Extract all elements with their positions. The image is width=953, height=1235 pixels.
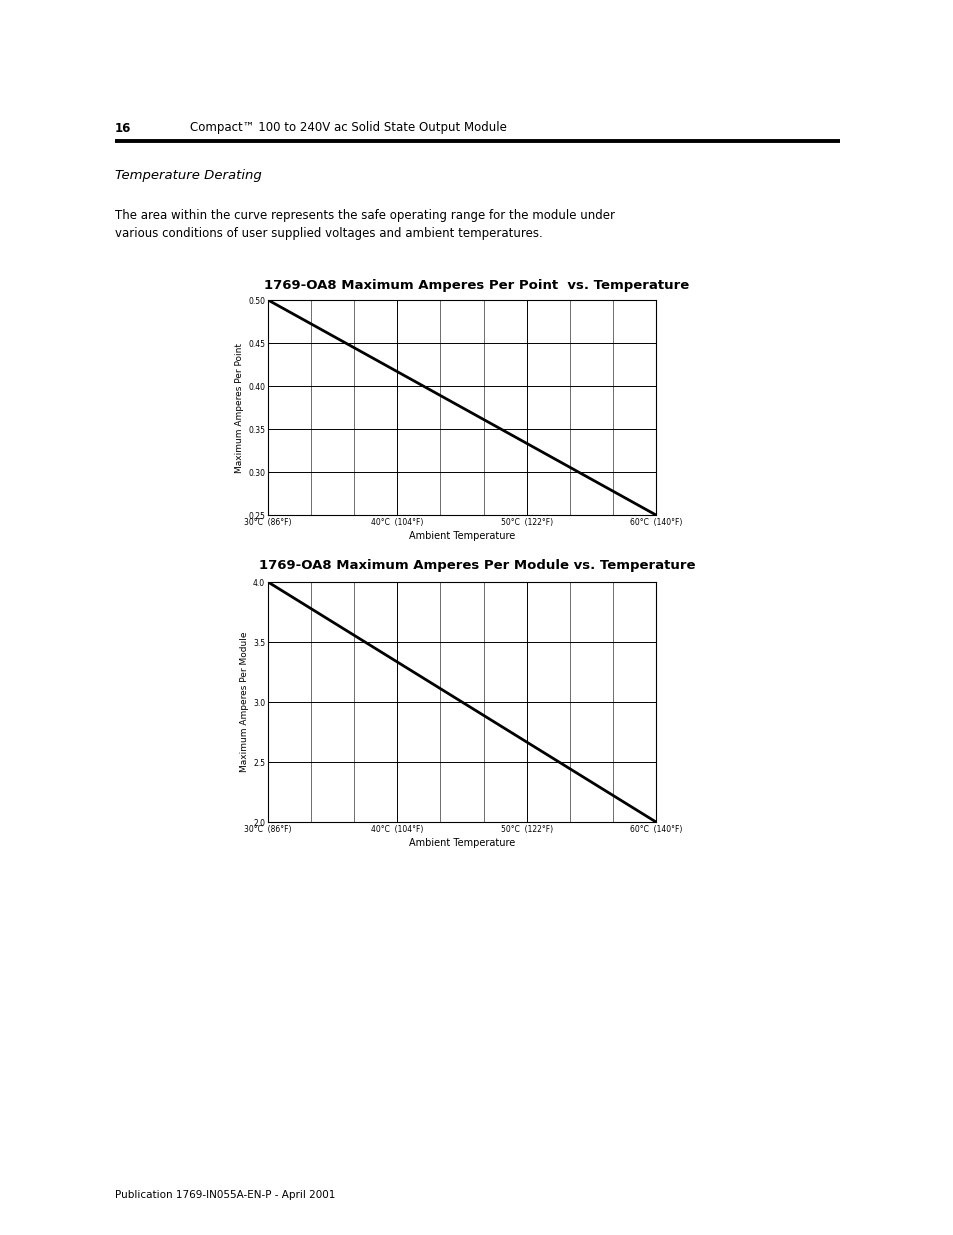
Text: various conditions of user supplied voltages and ambient temperatures.: various conditions of user supplied volt… bbox=[115, 227, 542, 241]
Text: Compact™ 100 to 240V ac Solid State Output Module: Compact™ 100 to 240V ac Solid State Outp… bbox=[190, 121, 506, 135]
Text: 1769-OA8 Maximum Amperes Per Point  vs. Temperature: 1769-OA8 Maximum Amperes Per Point vs. T… bbox=[264, 279, 689, 291]
Text: Publication 1769-IN055A-EN-P - April 2001: Publication 1769-IN055A-EN-P - April 200… bbox=[115, 1191, 335, 1200]
Text: 16: 16 bbox=[115, 121, 132, 135]
Y-axis label: Maximum Amperes Per Point: Maximum Amperes Per Point bbox=[234, 342, 244, 473]
Text: 1769-OA8 Maximum Amperes Per Module vs. Temperature: 1769-OA8 Maximum Amperes Per Module vs. … bbox=[258, 558, 695, 572]
Text: Temperature Derating: Temperature Derating bbox=[115, 168, 261, 182]
X-axis label: Ambient Temperature: Ambient Temperature bbox=[409, 837, 515, 848]
Text: The area within the curve represents the safe operating range for the module und: The area within the curve represents the… bbox=[115, 209, 615, 221]
X-axis label: Ambient Temperature: Ambient Temperature bbox=[409, 531, 515, 541]
Y-axis label: Maximum Amperes Per Module: Maximum Amperes Per Module bbox=[239, 632, 249, 772]
